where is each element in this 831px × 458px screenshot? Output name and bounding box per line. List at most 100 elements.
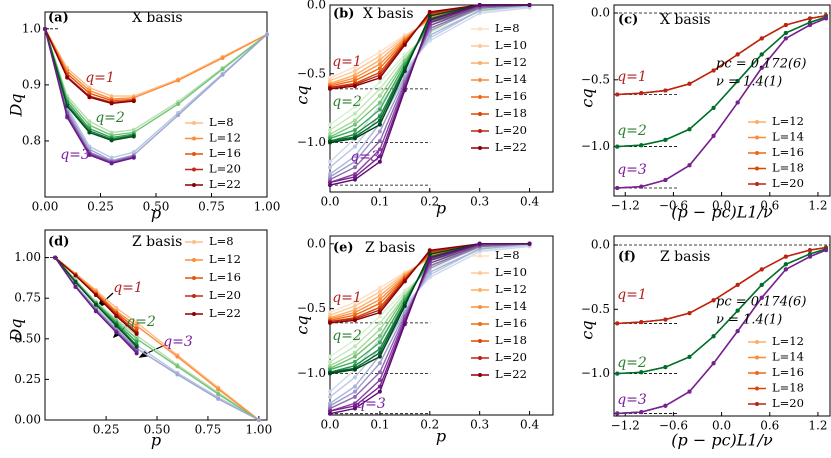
point [402, 279, 407, 284]
point [615, 144, 620, 149]
y-tick-label: 0.25 [14, 372, 41, 386]
point [328, 411, 332, 416]
legend-marker [755, 166, 759, 171]
point [427, 9, 432, 14]
panel-label: (e) [333, 241, 354, 256]
legend-label: L=14 [772, 130, 804, 144]
legend-marker [478, 254, 482, 258]
point [377, 301, 382, 306]
point [807, 254, 812, 259]
point [377, 289, 382, 294]
point [735, 52, 740, 57]
x-tick-label: −1.2 [611, 419, 640, 433]
legend-label: L=18 [495, 106, 527, 120]
point [377, 297, 382, 302]
point [663, 88, 668, 93]
point [377, 129, 382, 134]
x-tick-label: 0.2 [420, 418, 439, 432]
point [615, 411, 620, 416]
legend-marker [478, 322, 482, 326]
legend-marker [755, 386, 759, 391]
curve [617, 249, 827, 415]
point [352, 177, 357, 182]
point [377, 53, 382, 58]
point [377, 58, 382, 62]
legend-marker [478, 146, 482, 150]
y-axis-label: cq [293, 315, 312, 334]
legend-label: L=12 [209, 252, 241, 266]
point [87, 152, 92, 157]
x-tick-label: 1.00 [254, 200, 281, 214]
point [93, 292, 98, 297]
x-tick-label: 0.6 [760, 199, 779, 213]
point [131, 155, 136, 160]
legend-label: L=12 [495, 282, 527, 296]
point [352, 172, 357, 177]
legend-label: L=20 [209, 288, 241, 302]
point [109, 161, 114, 166]
point [477, 241, 482, 246]
point [663, 177, 668, 182]
curve [617, 15, 827, 96]
point [377, 159, 382, 164]
x-axis-label: p [151, 204, 161, 223]
panel-label: (a) [48, 11, 69, 26]
point [65, 115, 70, 120]
point [216, 392, 221, 397]
x-axis-label: (p − pc)L1/ν [671, 203, 773, 222]
x-tick-label: 0.4 [520, 195, 539, 209]
plot-frame [44, 229, 268, 421]
point [615, 371, 620, 376]
point [477, 8, 482, 13]
legend-marker [192, 240, 196, 244]
legend-label: L=18 [772, 381, 804, 395]
point [134, 336, 139, 341]
point [109, 155, 114, 160]
point [114, 314, 119, 319]
legend-marker [192, 136, 196, 141]
x-tick-label: 0.00 [32, 200, 59, 214]
legend-label: L=8 [495, 248, 520, 262]
point [53, 255, 58, 260]
q-annotation: q=1 [332, 54, 362, 70]
legend-marker [478, 356, 482, 360]
plot-frame [329, 235, 554, 416]
x-tick-label: 0.0 [712, 419, 731, 433]
x-tick-label: 0.1 [370, 418, 389, 432]
legend-label: L=10 [495, 265, 527, 279]
x-tick-label: −0.6 [659, 199, 688, 213]
x-tick-label: 0.3 [470, 195, 489, 209]
point [377, 86, 382, 91]
point [402, 322, 407, 327]
point [134, 340, 139, 345]
legend-label: L=16 [209, 270, 241, 284]
y-tick-label: 0.00 [14, 413, 41, 427]
point [131, 127, 136, 132]
legend-marker [192, 258, 196, 262]
point [352, 69, 357, 73]
y-tick-label: 0.75 [14, 291, 41, 305]
point [823, 248, 828, 253]
point [352, 300, 357, 305]
point [639, 143, 644, 148]
panel-label: (c) [618, 13, 638, 28]
legend-marker [192, 294, 196, 298]
point [352, 144, 357, 149]
panel-title: X basis [363, 6, 414, 22]
panel-title: X basis [132, 10, 183, 26]
point [823, 16, 828, 21]
point [134, 327, 139, 332]
curve [44, 28, 268, 162]
point [783, 262, 788, 267]
point [711, 105, 716, 110]
x-tick-label: 0.50 [143, 200, 170, 214]
point [109, 101, 114, 106]
point [352, 159, 357, 164]
point [352, 375, 357, 380]
point [377, 285, 382, 290]
legend-marker [478, 112, 482, 116]
point [93, 309, 98, 314]
curve [54, 257, 260, 421]
legend-label: L=8 [209, 115, 234, 129]
point [377, 75, 382, 80]
